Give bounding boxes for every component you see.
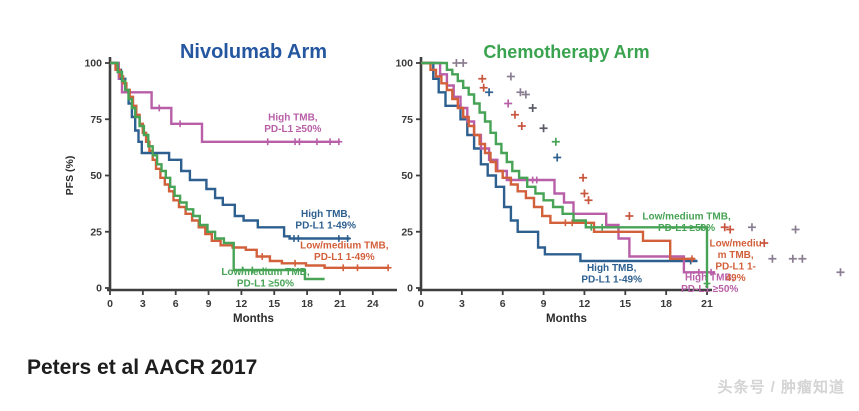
- y-tick-label: 25: [90, 226, 102, 238]
- x-tick-label: 15: [619, 298, 631, 310]
- x-tick-label: 9: [541, 298, 547, 310]
- x-tick-label: 18: [660, 298, 672, 310]
- curve-label-high-tmb-pdl1-1-49: High TMB,: [587, 263, 637, 274]
- chart-title: Chemotherapy Arm: [483, 42, 649, 62]
- x-axis-label: Months: [233, 313, 274, 325]
- curve-label-lowmed-tmb-pdl1-ge50: Low/medium TMB,: [642, 211, 731, 222]
- curve-label-high-tmb-pdl1-ge50: PD-L1 ≥50%: [681, 284, 738, 295]
- curve-label-lowmed-tmb-pdl1-1-49: m TMB,: [718, 250, 754, 261]
- curve-label-lowmed-tmb-pdl1-1-49: Low/medium TMB,: [300, 241, 389, 252]
- curve-label-high-tmb-pdl1-ge50: PD-L1 ≥50%: [264, 124, 321, 135]
- x-tick-label: 3: [140, 298, 146, 310]
- chart-title: Nivolumab Arm: [180, 41, 327, 63]
- curve-label-lowmed-tmb-pdl1-ge50: PD-L1 ≥50%: [237, 278, 294, 289]
- curve-label-lowmed-tmb-pdl1-ge50: Low/medium TMB,: [221, 267, 310, 278]
- x-tick-label: 18: [301, 298, 313, 310]
- x-tick-label: 15: [268, 298, 280, 310]
- curve-label-high-tmb-pdl1-1-49: High TMB,: [301, 209, 351, 220]
- x-tick-label: 21: [701, 298, 713, 310]
- km-chart-chemotherapy-arm: Chemotherapy Arm 0 25 50 75 100 0 3 6 9 12 15 18 21 Mo…: [395, 42, 845, 325]
- y-tick-label: 0: [96, 283, 102, 295]
- curve-label-lowmed-tmb-pdl1-1-49: PD-L1 1-49%: [314, 252, 375, 263]
- curve-label-high-tmb-pdl1-1-49: PD-L1 1-49%: [581, 275, 642, 286]
- x-tick-label: 12: [236, 298, 248, 310]
- km-chart-nivolumab-arm: Nivolumab Arm 0 25 50 75 100 0 3 6 9 12 15 18 21 24 Mon…: [64, 41, 397, 325]
- y-tick-label: 25: [401, 226, 413, 238]
- curve-label-lowmed-tmb-pdl1-ge50: PD-L1 ≥50%: [658, 223, 715, 234]
- x-axis-label: Months: [546, 313, 587, 325]
- curve-label-lowmed-tmb-pdl1-1-49: 49%: [726, 273, 746, 284]
- curve-label-high-tmb-pdl1-ge50: High TMB,: [685, 272, 735, 283]
- kaplan-meier-plots: Nivolumab Arm 0 25 50 75 100 0 3 6 9 12 15 18 21 24 Mon…: [64, 41, 845, 325]
- km-curve-lowmed-tmb-pdl1-1-49: [421, 61, 695, 260]
- y-tick-label: 50: [90, 170, 102, 182]
- curve-label-lowmed-tmb-pdl1-1-49: Low/mediu: [710, 238, 762, 249]
- y-tick-label: 75: [401, 114, 413, 126]
- y-tick-label: 50: [401, 170, 413, 182]
- x-tick-label: 9: [206, 298, 212, 310]
- x-tick-label: 21: [334, 298, 346, 310]
- x-tick-label: 6: [500, 298, 506, 310]
- x-tick-label: 0: [107, 298, 113, 310]
- curve-label-lowmed-tmb-pdl1-1-49: PD-L1 1-: [715, 261, 756, 272]
- y-tick-label: 100: [395, 58, 413, 70]
- km-curve-lowmed-tmb-pdl1-ge50: [110, 61, 325, 281]
- y-tick-label: 75: [90, 114, 102, 126]
- citation-text: Peters et al AACR 2017: [27, 356, 258, 379]
- y-tick-label: 100: [84, 58, 102, 70]
- x-tick-label: 12: [579, 298, 591, 310]
- y-axis-label: PFS (%): [64, 156, 76, 196]
- curve-label-high-tmb-pdl1-1-49: PD-L1 1-49%: [295, 221, 356, 232]
- km-curve-lowmed-tmb-pdl1-ge50: [421, 61, 709, 288]
- x-tick-label: 24: [367, 298, 379, 310]
- watermark-text: 头条号 / 肿瘤知道: [717, 379, 845, 396]
- x-tick-label: 0: [418, 298, 424, 310]
- y-tick-label: 0: [407, 283, 413, 295]
- curve-label-high-tmb-pdl1-ge50: High TMB,: [268, 112, 318, 123]
- x-tick-label: 3: [459, 298, 465, 310]
- km-curve-high-tmb-pdl1-1-49: [421, 61, 698, 263]
- x-tick-label: 6: [173, 298, 179, 310]
